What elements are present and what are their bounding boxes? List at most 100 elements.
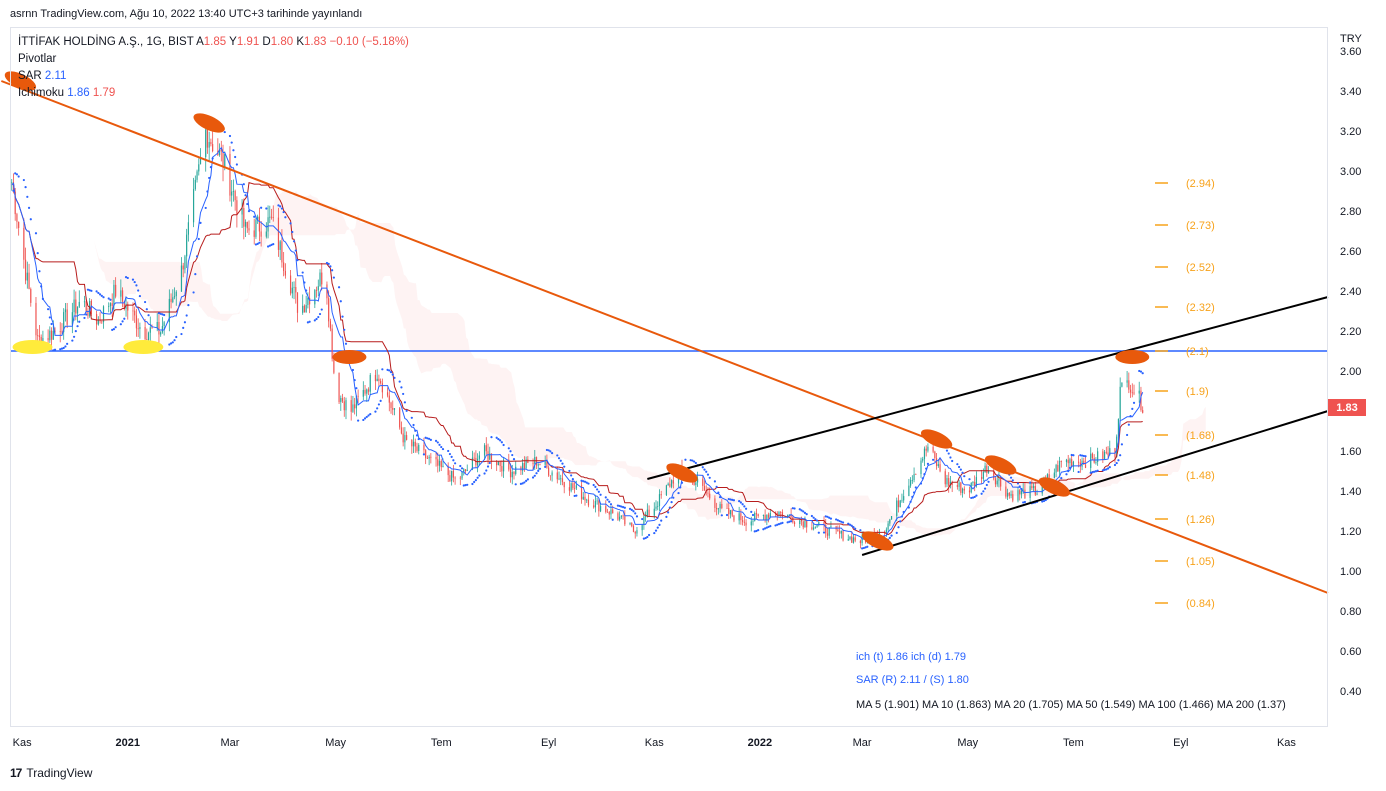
- candle-body: [1006, 492, 1009, 497]
- x-tick-label: Tem: [1063, 737, 1084, 749]
- sar-dot: [294, 249, 297, 252]
- sar-dot: [824, 515, 827, 518]
- candle-body: [374, 374, 377, 382]
- candle-body: [111, 303, 113, 306]
- sar-dot: [932, 458, 935, 461]
- legend-pivots[interactable]: Pivotlar: [18, 53, 57, 65]
- sar-dot: [680, 481, 684, 484]
- sar-dot: [85, 313, 88, 316]
- symbol-name[interactable]: İTTİFAK HOLDİNG A.Ş., 1G, BIST: [18, 36, 194, 48]
- candle-body: [653, 508, 655, 516]
- sar-dot: [606, 498, 609, 501]
- sar-dot: [497, 438, 500, 441]
- candle-body: [1140, 390, 1142, 411]
- sar-dot: [646, 535, 649, 539]
- sar-dot: [803, 511, 807, 514]
- candle-body: [568, 487, 571, 491]
- candle-body: [272, 217, 274, 218]
- sar-dot: [767, 525, 770, 528]
- candle-body: [838, 531, 841, 534]
- candle-body: [161, 326, 164, 333]
- sar-dot: [1084, 455, 1087, 458]
- candle-body: [766, 514, 768, 520]
- candle-body: [442, 465, 444, 468]
- candle-body: [1129, 389, 1132, 393]
- candle-body: [897, 500, 900, 508]
- candle-body: [899, 500, 901, 508]
- legend-ichimoku[interactable]: Ichimoku 1.86 1.79: [18, 85, 409, 102]
- legend-sar[interactable]: SAR 2.11: [18, 68, 409, 85]
- candle-body: [996, 480, 998, 485]
- sar-dot: [329, 265, 332, 268]
- candle-body: [752, 520, 754, 522]
- candle-body: [87, 311, 89, 316]
- sar-dot: [1020, 487, 1023, 491]
- candle-body: [984, 465, 986, 472]
- candles: [11, 123, 1144, 549]
- candle-body: [800, 520, 803, 522]
- candle-body: [556, 472, 558, 480]
- y-tick-label: 2.60: [1340, 246, 1361, 258]
- candle-body: [132, 310, 134, 312]
- sar-dot: [429, 438, 432, 441]
- sar-dot: [1106, 467, 1110, 470]
- sar-dot: [100, 294, 103, 297]
- sar-dot: [755, 529, 758, 533]
- candle-body: [657, 505, 659, 507]
- candle-body: [645, 515, 647, 517]
- candle-body: [1036, 493, 1038, 495]
- sar-dot: [289, 222, 292, 225]
- sar-dot: [781, 521, 784, 524]
- sar-dot: [751, 513, 755, 517]
- sar-dot: [660, 519, 663, 522]
- sar-dot: [331, 269, 334, 272]
- sar-dot: [597, 490, 600, 493]
- y-tick-label: 2.20: [1340, 326, 1361, 338]
- ohlc-c-label: K: [296, 36, 304, 48]
- sar-dot: [502, 443, 505, 447]
- candle-body: [1079, 462, 1081, 467]
- y-tick-label: 1.00: [1340, 566, 1361, 578]
- sar-dot: [332, 276, 335, 279]
- candle-body: [196, 171, 198, 180]
- sar-dot: [757, 528, 760, 532]
- candle-body: [703, 485, 706, 491]
- candle-body: [1048, 474, 1050, 479]
- candle-body: [509, 469, 512, 478]
- sar-dot: [975, 494, 978, 497]
- sar-dot: [1125, 433, 1129, 437]
- candle-body: [1032, 486, 1035, 488]
- candle-body: [889, 519, 891, 524]
- sar-dot: [318, 312, 322, 316]
- candle-body: [643, 516, 645, 526]
- sar-dot: [464, 484, 467, 487]
- candle-body: [946, 478, 948, 485]
- sar-dot: [961, 471, 964, 474]
- sar-dot: [531, 476, 535, 479]
- candle-body: [641, 525, 643, 531]
- candle-body: [1097, 451, 1099, 462]
- candle-body: [198, 164, 200, 172]
- candle-body: [558, 478, 560, 480]
- marker-ellipse: [4, 71, 37, 91]
- sar-dot: [635, 515, 639, 518]
- sar-dot: [519, 482, 523, 485]
- sar-dot: [187, 303, 190, 307]
- sar-dot: [393, 376, 396, 379]
- sar-dot: [199, 221, 202, 224]
- sar-dot: [17, 175, 20, 178]
- candle-body: [755, 513, 758, 515]
- candle-body: [440, 460, 442, 468]
- candle-body: [818, 522, 820, 525]
- candle-body: [702, 478, 704, 486]
- candle-body: [364, 389, 366, 394]
- sar-dot: [727, 497, 730, 501]
- candle-body: [610, 509, 612, 515]
- candle-body: [496, 461, 498, 466]
- sar-dot: [561, 462, 564, 465]
- sar-dot: [268, 244, 271, 247]
- tradingview-brand[interactable]: 17 TradingView: [10, 766, 92, 780]
- candle-body: [14, 191, 16, 215]
- candle-body: [101, 321, 103, 323]
